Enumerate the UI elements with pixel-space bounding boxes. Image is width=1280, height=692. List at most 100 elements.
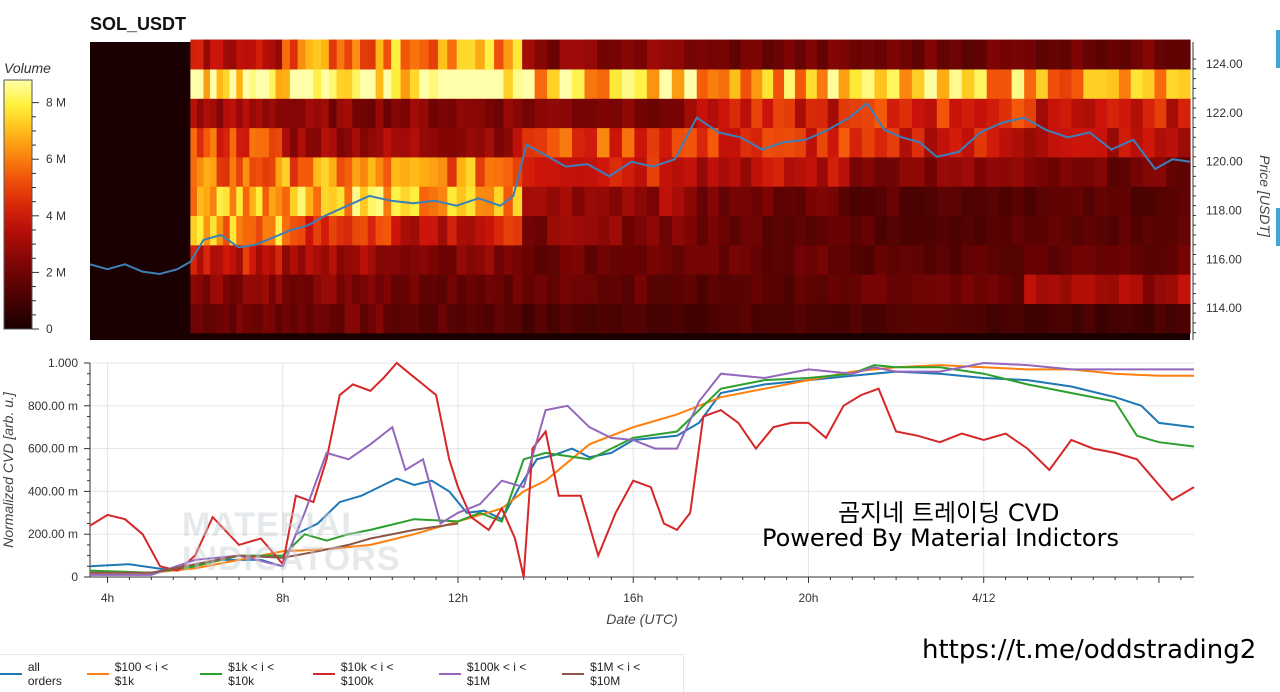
heatmap-cell [874,39,888,70]
heatmap-cell [383,274,392,304]
heatmap-cell [352,156,361,187]
heatmap-cell [773,68,785,99]
heatmap-cell [999,39,1013,70]
heatmap-cell [740,127,752,158]
heatmap-cell [475,244,486,275]
telegram-link[interactable]: https://t.me/oddstrading2 [922,635,1257,665]
heatmap-cell [596,215,611,246]
heatmap-cell [196,186,205,217]
heatmap-cell [671,244,685,275]
heatmap-cell [762,274,774,304]
heatmap-cell [456,68,467,99]
heatmap-cell [911,156,925,187]
heatmap-cell [1095,156,1108,187]
heatmap-cell [229,303,237,334]
heatmap-cell [437,215,448,246]
heatmap-cell [437,244,448,275]
heatmap-cell [305,39,314,70]
heatmap-cell [255,274,264,304]
heatmap-cell [1178,215,1191,246]
heatmap-cell [609,186,623,217]
heatmap-cell [409,39,420,70]
heatmap-cell [999,186,1013,217]
heatmap-cell [534,186,548,217]
heatmap-cell [773,127,785,158]
heatmap-cell [229,244,237,275]
heatmap-cell [838,303,851,334]
heatmap-cell [328,186,338,217]
heatmap-cell [268,127,277,158]
heatmap-cell [1142,215,1156,246]
heatmap-cell [886,39,901,70]
heatmap-cell [805,68,818,99]
legend-label: $1k < i < $10k [228,659,275,688]
heatmap-cell [282,39,291,70]
heatmap-cell [707,244,720,275]
heatmap-cell [1083,68,1096,99]
heatmap-cell [375,127,384,158]
heatmap-cell [236,274,244,304]
heatmap-cell [572,215,586,246]
legend-item[interactable]: $100 < i < $1k [86,660,190,688]
heatmap-cell [729,186,741,217]
legend-item[interactable]: $1M < i < $10M [562,660,673,688]
heatmap-cell [1178,303,1191,334]
heatmap-cell [391,98,402,129]
heatmap-cell [862,274,876,304]
heatmap-cell [1047,215,1061,246]
heatmap-cell [534,215,548,246]
heatmap-cell [1130,98,1144,129]
heatmap-cell [1011,39,1025,70]
heatmap-cell [974,39,988,70]
legend-swatch [86,672,109,675]
heatmap-cell [773,274,785,304]
legend-item[interactable]: $1k < i < $10k [200,660,303,688]
heatmap-cell [659,127,673,158]
heatmap-cell [961,98,975,129]
heatmap-cell [1011,244,1025,275]
heatmap-cell [447,274,458,304]
heatmap-cell [740,215,752,246]
legend-item[interactable]: $10k < i < $100k [313,660,429,688]
heatmap-cell [609,215,623,246]
heatmap-cell [391,127,402,158]
heatmap-cell [911,303,925,334]
heatmap-cell [1154,127,1167,158]
heatmap-cell [400,39,411,70]
heatmap-cell [236,303,244,334]
heatmap-cell [249,244,257,275]
heatmap-cell [456,274,467,304]
heatmap-cell [400,274,411,304]
heatmap-cell [729,98,741,129]
heatmap-cell [1024,98,1037,129]
heatmap-cell [838,98,851,129]
heatmap-cell [360,244,369,275]
heatmap-cell [456,39,467,70]
heatmap-cell [391,215,402,246]
heatmap-cell [236,98,244,129]
heatmap-cell [190,303,198,334]
heatmap-cell [1178,39,1191,70]
heatmap-cell [391,39,402,70]
heatmap-cell [547,39,561,70]
legend-item[interactable]: $100k < i < $1M [438,660,552,688]
heatmap-cell [874,156,888,187]
heatmap-cell [559,274,573,304]
heatmap-cell [729,39,741,70]
heatmap-cell [596,39,611,70]
heatmap-cell [484,303,495,334]
heatmap-cell [911,274,925,304]
heatmap-cell [707,215,720,246]
heatmap-cell [584,98,598,129]
heatmap-cell [1154,274,1167,304]
heatmap-cell [696,244,709,275]
legend-item[interactable]: all orders [0,660,77,688]
heatmap-cell [784,156,796,187]
heatmap-cell [484,274,495,304]
heatmap-cell [751,244,763,275]
heatmap-cell [203,98,211,129]
heatmap-cell [707,39,720,70]
legend-swatch [0,672,22,675]
heatmap-cell [503,186,514,217]
y-tick-label: 400.00 m [28,484,78,498]
